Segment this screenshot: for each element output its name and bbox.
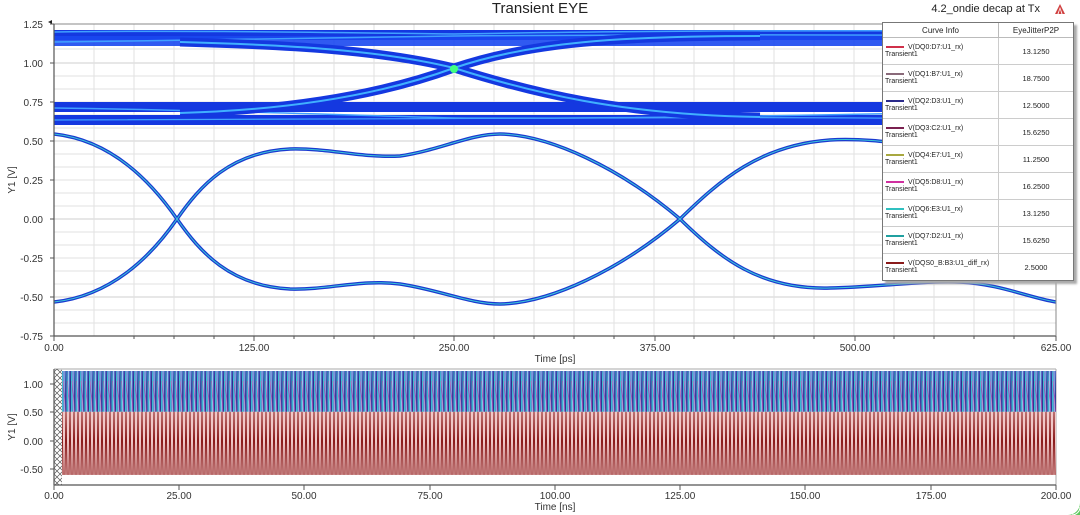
chart-subtitle: 4.2_ondie decap at Tx — [931, 3, 1040, 15]
x-tick: 250.00 — [439, 343, 470, 354]
y-tick: 1.00 — [24, 380, 44, 391]
curve-value: 15.6250 — [998, 226, 1073, 254]
resize-grip-icon[interactable] — [1066, 501, 1080, 515]
curve-source: Transient1 — [885, 105, 918, 112]
legend-row[interactable]: V(DQ4:E7:U1_rx) Transient1 11.2500 — [883, 145, 1073, 173]
y-tick: 1.25 — [24, 20, 44, 31]
legend-header-metric[interactable]: EyeJitterP2P — [998, 23, 1073, 38]
legend-row[interactable]: V(DQ0:D7:U1_rx) Transient1 13.1250 — [883, 37, 1073, 65]
curve-value: 15.6250 — [998, 118, 1073, 146]
x-tick: 175.00 — [916, 491, 947, 502]
x-tick: 375.00 — [640, 343, 671, 354]
curve-source: Transient1 — [885, 213, 918, 220]
y-tick: 0.25 — [24, 176, 44, 187]
y-tick: -0.50 — [20, 293, 43, 304]
line-swatch-icon — [886, 181, 904, 184]
curve-value: 16.2500 — [998, 172, 1073, 200]
curve-value: 12.5000 — [998, 91, 1073, 119]
line-swatch-icon — [886, 100, 904, 103]
marker-icon[interactable] — [1054, 3, 1066, 15]
line-swatch-icon — [886, 154, 904, 157]
eye-traces — [54, 29, 1056, 306]
x-tick: 0.00 — [44, 343, 64, 354]
dqs-waveform — [62, 411, 1056, 475]
curve-value: 18.7500 — [998, 64, 1073, 92]
x-axis-label: Time [ns] — [535, 502, 576, 513]
curve-name: V(DQ0:D7:U1_rx) — [908, 44, 964, 51]
legend-row[interactable]: V(DQ1:B7:U1_rx) Transient1 18.7500 — [883, 64, 1073, 92]
legend-header-curve[interactable]: Curve Info — [883, 23, 999, 38]
legend-row[interactable]: V(DQ3:C2:U1_rx) Transient1 15.6250 — [883, 118, 1073, 146]
x-tick: 100.00 — [540, 491, 571, 502]
line-swatch-icon — [886, 235, 904, 238]
line-swatch-icon — [886, 73, 904, 76]
curve-value: 2.5000 — [1024, 262, 1048, 272]
curve-name: V(DQ3:C2:U1_rx) — [908, 125, 964, 132]
curve-name: V(DQS0_B:B3:U1_diff_rx) — [908, 260, 990, 267]
y-axis-label: Y1 [V] — [7, 413, 18, 440]
legend-row[interactable]: V(DQS0_B:B3:U1_diff_rx) Transient1 2.5000 — [883, 253, 1073, 280]
x-tick: 150.00 — [790, 491, 821, 502]
x-tick: 125.00 — [665, 491, 696, 502]
curve-source: Transient1 — [885, 132, 918, 139]
legend-row[interactable]: V(DQ5:D8:U1_rx) Transient1 16.2500 — [883, 172, 1073, 200]
curve-name: V(DQ6:E3:U1_rx) — [908, 206, 963, 213]
y-tick: 0.50 — [24, 137, 44, 148]
y-tick: 0.00 — [24, 215, 44, 226]
legend-row[interactable]: V(DQ2:D3:U1_rx) Transient1 12.5000 — [883, 91, 1073, 119]
x-tick: 25.00 — [166, 491, 191, 502]
x-tick: 625.00 — [1041, 343, 1072, 354]
line-swatch-icon — [886, 46, 904, 49]
curve-name: V(DQ5:D8:U1_rx) — [908, 179, 964, 186]
curve-value: 13.1250 — [998, 37, 1073, 65]
curve-source: Transient1 — [885, 267, 918, 274]
line-swatch-icon — [886, 127, 904, 130]
x-tick: 125.00 — [239, 343, 270, 354]
y-axis-label: Y1 [V] — [7, 166, 18, 193]
curve-source: Transient1 — [885, 51, 918, 58]
x-tick: 0.00 — [44, 491, 64, 502]
curve-value: 11.2500 — [998, 145, 1073, 173]
y-tick: 0.00 — [24, 437, 44, 448]
curve-source: Transient1 — [885, 78, 918, 85]
y-tick: 0.75 — [24, 98, 44, 109]
legend-row[interactable]: V(DQ6:E3:U1_rx) Transient1 13.1250 — [883, 199, 1073, 227]
curve-name: V(DQ7:D2:U1_rx) — [908, 233, 964, 240]
line-swatch-icon — [886, 208, 904, 211]
chart-title: Transient EYE — [491, 0, 589, 17]
x-tick: 50.00 — [291, 491, 316, 502]
y-tick: -0.75 — [20, 332, 43, 343]
x-tick: 75.00 — [417, 491, 442, 502]
curve-name: V(DQ1:B7:U1_rx) — [908, 71, 963, 78]
curve-source: Transient1 — [885, 240, 918, 247]
x-axis-label: Time [ps] — [535, 354, 576, 365]
y-tick: 1.00 — [24, 59, 44, 70]
legend-row[interactable]: V(DQ7:D2:U1_rx) Transient1 15.6250 — [883, 226, 1073, 254]
curve-value: 13.1250 — [998, 199, 1073, 227]
legend-table[interactable]: Curve Info EyeJitterP2P V(DQ0:D7:U1_rx) T… — [882, 22, 1074, 281]
curve-name: V(DQ4:E7:U1_rx) — [908, 152, 963, 159]
curve-name: V(DQ2:D3:U1_rx) — [908, 98, 964, 105]
x-tick: 500.00 — [840, 343, 871, 354]
x-tick: 200.00 — [1041, 491, 1072, 502]
line-swatch-icon — [886, 262, 904, 265]
y-tick: -0.50 — [20, 465, 43, 476]
y-tick: -0.25 — [20, 254, 43, 265]
y-tick: 0.50 — [24, 408, 44, 419]
curve-source: Transient1 — [885, 186, 918, 193]
curve-source: Transient1 — [885, 159, 918, 166]
